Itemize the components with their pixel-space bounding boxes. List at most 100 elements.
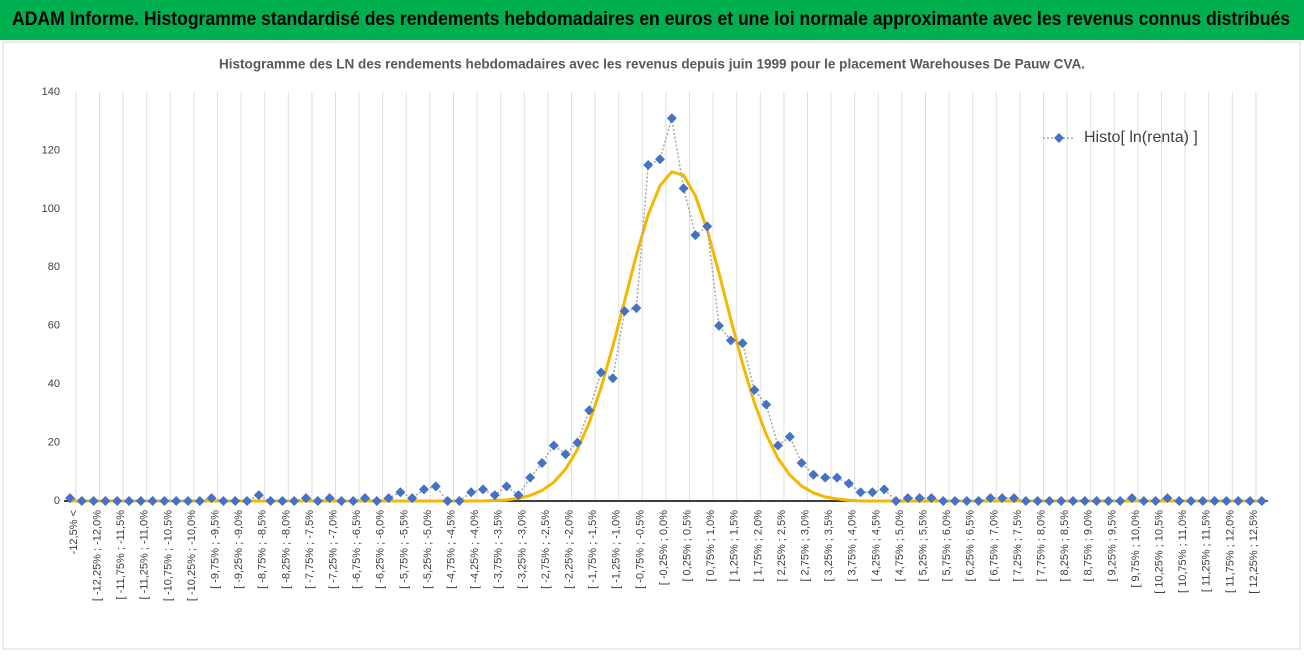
data-point	[1068, 496, 1078, 506]
data-point	[1256, 496, 1267, 506]
data-point	[135, 496, 146, 506]
data-point	[902, 493, 913, 504]
data-point	[253, 490, 264, 501]
data-point	[1103, 496, 1114, 506]
data-point	[1009, 493, 1019, 504]
x-tick-label: [ -7,75% ; -7,5%	[304, 510, 316, 589]
data-point	[950, 496, 960, 506]
x-tick-label: [ -2,25% ; -2,0%	[564, 510, 576, 589]
data-point	[230, 496, 241, 506]
x-tick-label: [ -8,75% ; -8,5%	[257, 510, 269, 589]
data-point	[407, 493, 418, 504]
x-tick-label: [ -10,25% ; -10,0%	[186, 510, 198, 601]
data-point	[159, 496, 170, 506]
x-tick-label: [ -3,25% ; -3,0%	[516, 510, 528, 589]
data-point	[773, 440, 783, 451]
data-point	[1233, 496, 1244, 506]
x-tick-label: [ 7,75% ; 8,0%	[1036, 510, 1048, 582]
data-point	[560, 449, 571, 460]
data-point	[442, 496, 453, 506]
x-tick-label: [ -0,25% ; 0,0%	[658, 510, 670, 585]
data-point	[832, 472, 842, 483]
x-tick-label: [ 10,25% ; 10,5%	[1154, 510, 1166, 594]
data-point	[513, 490, 524, 501]
data-point	[454, 496, 465, 506]
x-tick-label: [ 2,75% ; 3,0%	[800, 510, 812, 582]
x-tick-label: -12,5% <	[68, 510, 80, 554]
data-point	[702, 221, 713, 232]
data-point	[501, 481, 512, 492]
data-point	[171, 496, 182, 506]
x-tick-label: [ -0,75% ; -0,5%	[634, 510, 646, 589]
data-point	[808, 469, 819, 480]
x-tick-label: [ 3,25% ; 3,5%	[823, 510, 835, 582]
y-tick-label: 0	[54, 495, 60, 507]
data-point	[1162, 493, 1173, 504]
data-point	[678, 183, 689, 194]
data-point	[737, 338, 748, 349]
y-tick-label: 100	[42, 203, 60, 215]
x-tick-label: [ 5,75% ; 6,0%	[941, 510, 953, 582]
data-point	[631, 303, 642, 314]
data-point	[1127, 493, 1137, 504]
x-tick-label: [ -4,25% ; -4,0%	[469, 510, 481, 589]
data-point	[430, 481, 441, 492]
data-point	[112, 496, 123, 506]
data-point	[655, 154, 665, 165]
data-point	[395, 487, 406, 498]
x-tick-label: [ 5,25% ; 5,5%	[918, 510, 930, 582]
x-tick-label: [ -9,25% ; -9,0%	[233, 510, 245, 589]
x-tick-label: [ 1,75% ; 2,0%	[752, 510, 764, 582]
data-point	[466, 487, 477, 498]
x-tick-label: [ 6,25% ; 6,5%	[965, 510, 977, 582]
data-point	[277, 496, 288, 506]
x-tick-label: [ -5,75% ; -5,5%	[398, 510, 410, 589]
data-point	[76, 496, 87, 506]
x-tick-label: [ -8,25% ; -8,0%	[280, 510, 292, 589]
x-tick-label: [ 11,75% ; 12,0%	[1224, 510, 1236, 593]
x-tick-label: [ -7,25% ; -7,0%	[328, 510, 340, 589]
x-tick-label: [ 4,75% ; 5,0%	[894, 510, 906, 582]
data-point	[725, 335, 736, 346]
x-tick-label: [ -6,25% ; -6,0%	[375, 510, 387, 589]
data-point	[867, 487, 878, 498]
legend-marker	[1054, 133, 1064, 143]
data-point	[548, 440, 559, 451]
data-point	[749, 384, 760, 395]
y-tick-label: 60	[48, 320, 60, 332]
data-point	[1197, 496, 1208, 506]
data-point	[1245, 496, 1255, 506]
data-point	[1020, 496, 1031, 506]
data-point	[1115, 496, 1126, 506]
data-point	[265, 496, 276, 506]
x-tick-label: [ -5,25% ; -5,0%	[422, 510, 434, 589]
data-point	[124, 496, 134, 506]
header-title: ADAM Informe. Histogramme standardisé de…	[12, 9, 1290, 30]
data-point	[961, 496, 972, 506]
data-point	[360, 493, 370, 504]
data-point	[690, 230, 701, 241]
x-tick-label: [ -1,75% ; -1,5%	[587, 510, 599, 589]
data-point	[478, 484, 488, 495]
data-point	[218, 496, 229, 506]
data-point	[312, 496, 323, 506]
data-point	[1056, 496, 1067, 506]
data-point	[926, 493, 937, 504]
data-point	[879, 484, 890, 495]
data-point	[796, 458, 807, 469]
x-tick-label: [ 8,75% ; 9,0%	[1083, 510, 1095, 582]
data-point	[1032, 496, 1043, 506]
data-point	[855, 487, 866, 498]
data-point	[1221, 496, 1232, 506]
data-point	[761, 399, 772, 410]
data-point	[572, 437, 583, 448]
x-tick-label: [ 10,75% ; 11,0%	[1177, 510, 1189, 593]
data-point	[1186, 496, 1196, 506]
x-tick-label: [ 4,25% ; 4,5%	[870, 510, 882, 582]
x-tick-label: [ -1,25% ; -1,0%	[611, 510, 623, 589]
x-tick-label: [ 8,25% ; 8,5%	[1059, 510, 1071, 582]
data-point	[643, 160, 654, 171]
data-point	[194, 496, 205, 506]
